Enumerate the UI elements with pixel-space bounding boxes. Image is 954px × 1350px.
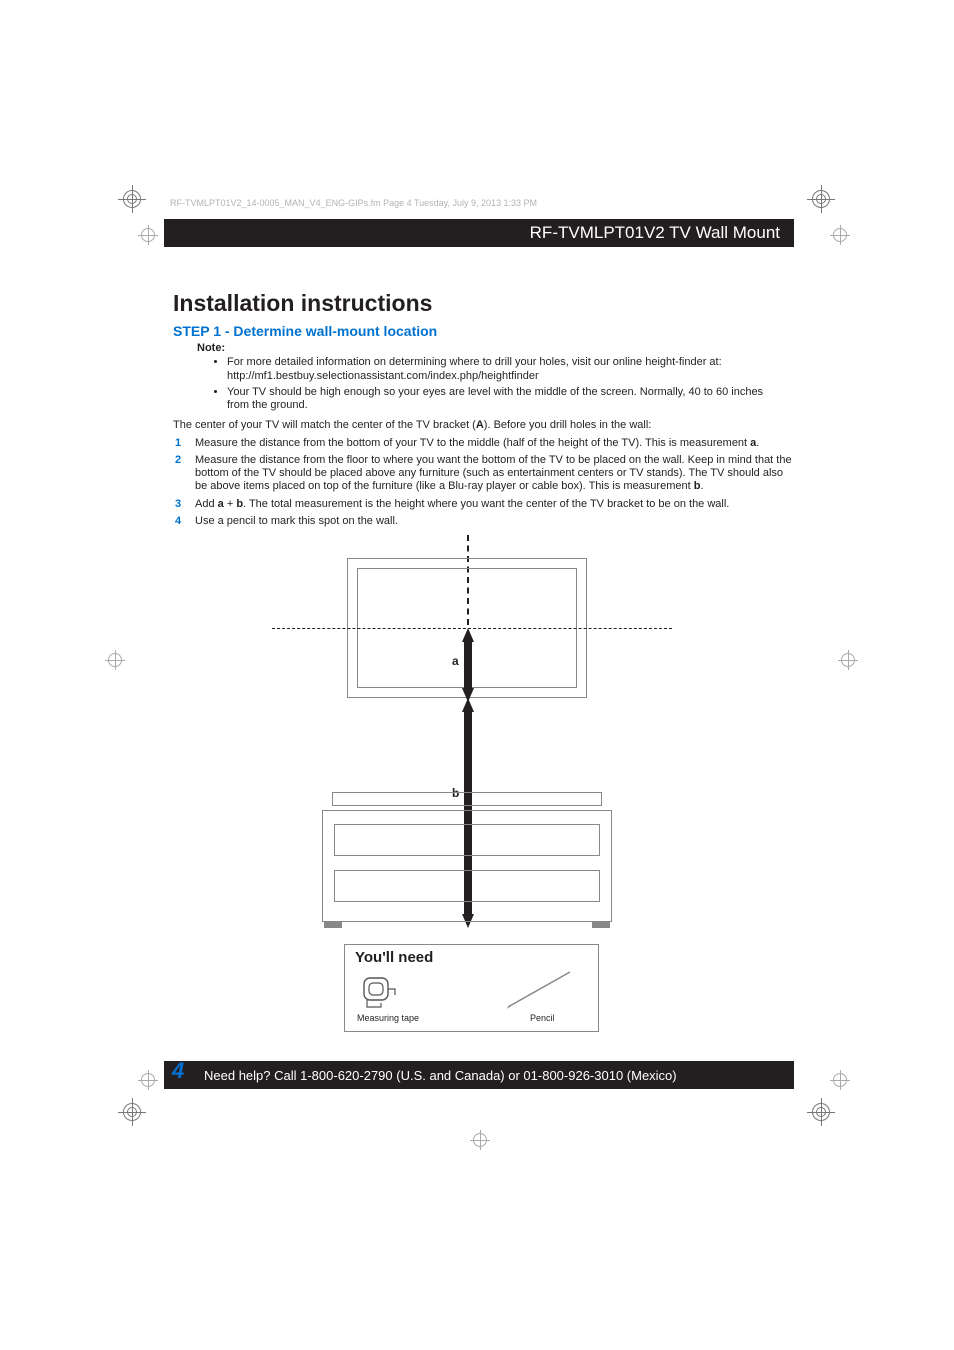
cross-mark-icon (830, 225, 850, 245)
step-heading: STEP 1 - Determine wall-mount location (173, 323, 793, 339)
reg-mark-icon (123, 1103, 141, 1121)
furniture-shelf (334, 870, 600, 902)
reg-mark-icon (812, 1103, 830, 1121)
label-a: a (452, 654, 459, 668)
cross-mark-icon (138, 225, 158, 245)
text: Add (195, 498, 218, 510)
steps-list: 1 Measure the distance from the bottom o… (173, 437, 793, 528)
step-item: 2 Measure the distance from the floor to… (173, 454, 793, 494)
note-item: Your TV should be high enough so your ey… (227, 386, 793, 414)
bold-text: A (476, 419, 484, 431)
note-label: Note: (197, 342, 793, 354)
furniture-foot (324, 922, 342, 928)
help-text: Need help? Call 1-800-620-2790 (U.S. and… (204, 1068, 677, 1083)
cross-mark-icon (138, 1070, 158, 1090)
tool-label: Measuring tape (357, 1013, 419, 1023)
product-title: RF-TVMLPT01V2 TV Wall Mount (530, 223, 780, 243)
text: ). Before you drill holes in the wall: (484, 419, 652, 431)
step-item: 4 Use a pencil to mark this spot on the … (173, 515, 793, 528)
page-footer: Need help? Call 1-800-620-2790 (U.S. and… (164, 1061, 794, 1089)
measurement-diagram: a b (272, 540, 672, 940)
content-area: Installation instructions STEP 1 - Deter… (173, 290, 793, 532)
furniture-shelf (334, 824, 600, 856)
cable-box-outline (332, 792, 602, 806)
section-heading: Installation instructions (173, 290, 793, 317)
note-item: For more detailed information on determi… (227, 356, 793, 384)
crop-mark-text: RF-TVMLPT01V2_14-0005_MAN_V4_ENG-GIPs.fm… (170, 198, 537, 208)
text: The center of your TV will match the cen… (173, 419, 476, 431)
page-number: 4 (172, 1058, 184, 1084)
tool-label: Pencil (530, 1013, 555, 1023)
cross-mark-icon (838, 650, 858, 670)
text: . (700, 480, 703, 492)
furniture-foot (592, 922, 610, 928)
pencil-icon (500, 967, 580, 1012)
cross-mark-icon (470, 1130, 490, 1150)
arrow-up-icon (462, 698, 474, 712)
document-page: RF-TVMLPT01V2_14-0005_MAN_V4_ENG-GIPs.fm… (0, 0, 954, 1350)
cross-mark-icon (830, 1070, 850, 1090)
intro-paragraph: The center of your TV will match the cen… (173, 419, 793, 433)
text: Use a pencil to mark this spot on the wa… (195, 515, 398, 527)
page-header: RF-TVMLPT01V2 TV Wall Mount (164, 219, 794, 247)
dimension-arrow-a (464, 638, 472, 692)
tools-needed-box: You'll need Measuring tape Pencil (344, 944, 599, 1032)
step-item: 3 Add a + b. The total measurement is th… (173, 498, 793, 511)
text: Measure the distance from the bottom of … (195, 437, 750, 449)
step-number: 2 (175, 454, 181, 467)
reg-mark-icon (812, 190, 830, 208)
cross-mark-icon (105, 650, 125, 670)
step-item: 1 Measure the distance from the bottom o… (173, 437, 793, 450)
step-number: 4 (175, 515, 181, 528)
reg-mark-icon (123, 190, 141, 208)
step-number: 3 (175, 498, 181, 511)
text: . (756, 437, 759, 449)
text: + (224, 498, 237, 510)
text: . The total measurement is the height wh… (243, 498, 729, 510)
note-list: For more detailed information on determi… (227, 356, 793, 413)
measuring-tape-icon (361, 975, 401, 1011)
arrow-up-icon (462, 628, 474, 642)
tools-heading: You'll need (345, 945, 598, 968)
step-number: 1 (175, 437, 181, 450)
